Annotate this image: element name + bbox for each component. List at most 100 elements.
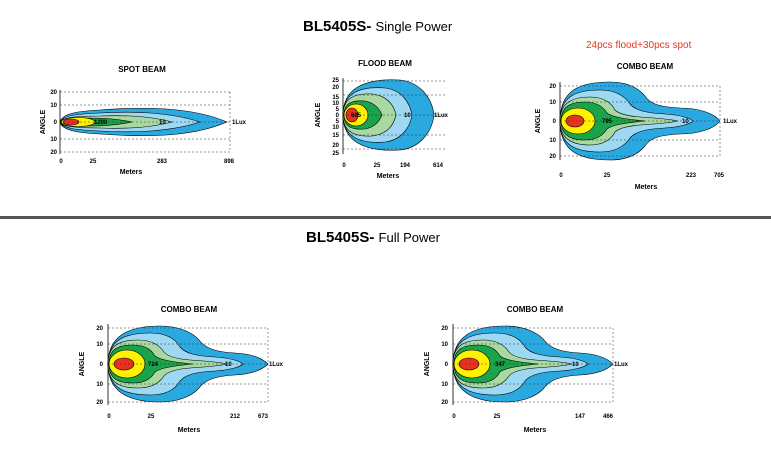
angle-tick: 10 — [50, 137, 57, 143]
angle-tick: 0 — [445, 362, 449, 368]
distance-tick: 0 — [559, 173, 563, 179]
isolux-1: 1Lux — [269, 362, 284, 368]
led-config-note: 24pcs flood+30pcs spot — [586, 40, 692, 51]
angle-tick: 10 — [441, 342, 448, 348]
isolux-1: 1Lux — [434, 113, 449, 119]
angle-tick: 15 — [332, 95, 339, 101]
distance-tick: 147 — [575, 414, 586, 420]
chart-title: COMBO BEAM — [507, 305, 564, 314]
angle-tick: 10 — [96, 382, 103, 388]
isolux-labels: 605 10 1Lux — [351, 113, 449, 119]
distance-tick: 466 — [603, 414, 614, 420]
isolux-10: 10 — [404, 113, 411, 119]
angle-tick: 20 — [332, 85, 339, 91]
angle-tick: 0 — [336, 113, 340, 119]
isolux-peak: 1290 — [94, 120, 108, 126]
single-power-model: BL5405S- — [303, 18, 372, 35]
grid — [108, 327, 269, 403]
distance-axis-label: Meters — [377, 173, 400, 180]
isolux-peak: 795 — [602, 119, 613, 125]
isolux-1: 1Lux — [232, 120, 247, 126]
grid — [453, 327, 614, 403]
isolux-10: 10 — [682, 119, 689, 125]
distance-tick: 25 — [374, 163, 381, 169]
angle-tick: 20 — [50, 150, 57, 156]
distance-tick: 283 — [157, 159, 168, 165]
angle-tick: 20 — [441, 326, 448, 332]
distance-tick: 25 — [494, 414, 501, 420]
angle-tick-labels: 20 10 0 10 20 — [50, 90, 57, 156]
isolux-1: 1Lux — [723, 119, 738, 125]
distance-tick-labels: 0 25 212 673 — [107, 414, 268, 420]
single-power-title: BL5405S- Single Power — [303, 18, 452, 35]
angle-tick: 20 — [441, 400, 448, 406]
combo-beam-chart-single: COMBO BEAM 20 10 0 10 20 ANGLE 0 25 223 … — [535, 62, 738, 191]
distance-tick: 194 — [400, 163, 411, 169]
angle-axis-label: ANGLE — [424, 351, 431, 376]
angle-axis-label: ANGLE — [79, 351, 86, 376]
distance-tick: 898 — [224, 159, 235, 165]
distance-tick: 0 — [452, 414, 456, 420]
angle-tick: 20 — [96, 326, 103, 332]
distance-tick: 673 — [258, 414, 269, 420]
angle-tick: 10 — [549, 138, 556, 144]
chart-title: COMBO BEAM — [161, 305, 218, 314]
isolux-10: 10 — [159, 120, 166, 126]
angle-tick: 20 — [96, 400, 103, 406]
distance-tick-labels: 0 25 194 614 — [342, 163, 443, 169]
angle-tick: 10 — [50, 103, 57, 109]
angle-tick: 20 — [332, 143, 339, 149]
distance-tick: 705 — [714, 173, 725, 179]
angle-tick: 5 — [336, 107, 340, 113]
angle-tick: 20 — [549, 154, 556, 160]
angle-tick: 10 — [96, 342, 103, 348]
distance-tick-labels: 0 25 147 466 — [452, 414, 613, 420]
isolux-1: 1Lux — [614, 362, 629, 368]
distance-tick: 25 — [604, 173, 611, 179]
grid — [343, 80, 445, 150]
distance-tick: 0 — [59, 159, 63, 165]
isolux-peak: 724 — [148, 362, 159, 368]
angle-tick: 0 — [553, 119, 557, 125]
distance-tick: 25 — [148, 414, 155, 420]
flood-beam-chart: FLOOD BEAM 25 20 15 10 5 0 5 10 15 20 25… — [315, 59, 449, 180]
section-divider — [0, 216, 771, 219]
angle-tick: 10 — [441, 382, 448, 388]
angle-tick: 15 — [332, 133, 339, 139]
angle-tick: 10 — [332, 125, 339, 131]
isolux-10: 10 — [572, 362, 579, 368]
distance-tick-labels: 0 25 283 898 — [59, 159, 234, 165]
distance-tick: 25 — [90, 159, 97, 165]
single-power-mode: Single Power — [375, 19, 453, 34]
distance-axis-label: Meters — [178, 427, 201, 434]
distance-tick: 614 — [433, 163, 444, 169]
angle-tick: 20 — [50, 90, 57, 96]
beam-contours — [107, 325, 269, 403]
angle-tick: 20 — [549, 84, 556, 90]
chart-title: FLOOD BEAM — [358, 59, 412, 68]
isolux-10: 10 — [225, 362, 232, 368]
distance-axis-label: Meters — [635, 184, 658, 191]
angle-tick: 0 — [100, 362, 104, 368]
distance-axis-label: Meters — [524, 427, 547, 434]
angle-tick: 0 — [54, 120, 58, 126]
full-power-model: BL5405S- — [306, 229, 375, 246]
angle-tick: 10 — [549, 100, 556, 106]
spot-beam-chart: SPOT BEAM 20 10 0 10 20 ANGLE 0 25 283 8… — [40, 65, 247, 176]
chart-title: COMBO BEAM — [617, 62, 674, 71]
angle-tick: 25 — [332, 78, 339, 84]
distance-tick-labels: 0 25 223 705 — [559, 173, 724, 179]
distance-tick: 0 — [342, 163, 346, 169]
distance-tick: 0 — [107, 414, 111, 420]
angle-tick-labels: 25 20 15 10 5 0 5 10 15 20 25 — [332, 78, 339, 157]
isolux-labels: 347 10 1Lux — [495, 362, 629, 368]
angle-tick: 5 — [336, 119, 340, 125]
isolux-peak: 605 — [351, 113, 362, 119]
angle-axis-label: ANGLE — [315, 102, 322, 127]
distance-tick: 212 — [230, 414, 241, 420]
grid — [60, 91, 231, 153]
distance-axis-label: Meters — [120, 169, 143, 176]
combo-beam-chart-full-left: COMBO BEAM 20 10 0 10 20 ANGLE 0 25 212 … — [79, 305, 284, 434]
isolux-labels: 1290 10 1Lux — [94, 120, 247, 126]
contour-peak — [62, 118, 80, 126]
